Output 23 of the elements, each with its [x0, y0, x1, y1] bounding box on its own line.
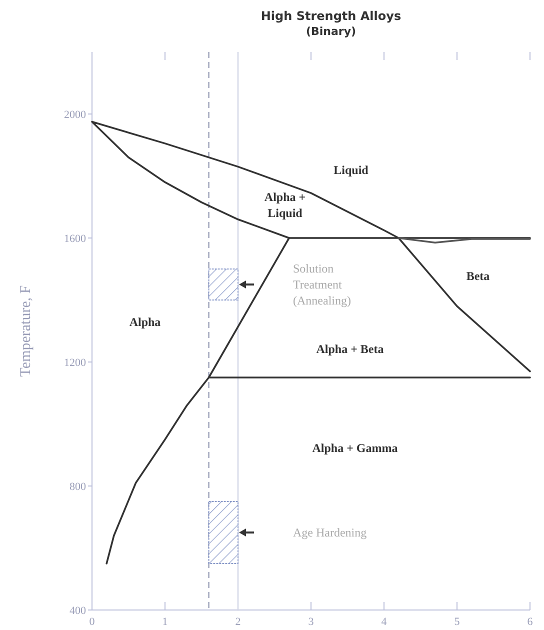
annotation: Beta	[466, 269, 490, 283]
x-tick-label: 4	[381, 616, 388, 628]
annotation: Liquid	[334, 163, 369, 177]
annotation: Alpha + Liquid	[264, 190, 306, 220]
annotation: Alpha + Gamma	[312, 441, 398, 455]
annotation: Alpha	[129, 315, 161, 329]
x-tick-label: 1	[162, 616, 168, 628]
band-label: Solution Treatment (Annealing)	[293, 262, 351, 308]
chart-subtitle: (Binary)	[306, 25, 356, 38]
y-tick-label: 2000	[64, 109, 86, 121]
annotation: Alpha + Beta	[316, 342, 384, 356]
y-tick-label: 400	[70, 605, 86, 617]
x-tick-label: 3	[308, 616, 314, 628]
chart-title: High Strength Alloys	[260, 9, 402, 23]
y-tick-label: 1600	[64, 233, 86, 245]
x-tick-label: 6	[527, 616, 534, 628]
y-tick-label: 800	[70, 481, 86, 493]
x-tick-label: 0	[89, 616, 96, 628]
band-label: Age Hardening	[293, 526, 367, 540]
x-tick-label: 2	[235, 616, 241, 628]
y-axis-title: Temperature, F	[18, 285, 34, 377]
y-tick-label: 1200	[64, 357, 86, 369]
x-tick-label: 5	[454, 616, 460, 628]
